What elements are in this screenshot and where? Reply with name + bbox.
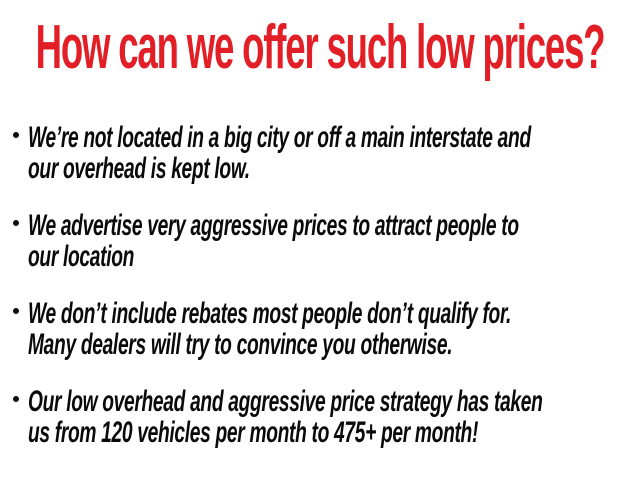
bullet-dot-icon (13, 396, 19, 402)
bullet-dot-icon (13, 132, 19, 138)
bullet-dot-icon (13, 308, 19, 314)
bullet-text: We’re not located in a big city or off a… (28, 121, 531, 185)
list-item: We don’t include rebates most people don… (0, 298, 640, 360)
list-item: We advertise very aggressive prices to a… (0, 210, 640, 272)
title-area: How can we offer such low prices? (0, 16, 640, 80)
bullet-text: We advertise very aggressive prices to a… (28, 209, 519, 273)
bullet-text: Our low overhead and aggressive price st… (28, 385, 543, 449)
bullet-text: We don’t include rebates most people don… (28, 297, 512, 361)
list-item: Our low overhead and aggressive price st… (0, 386, 640, 448)
page-title: How can we offer such low prices? (35, 13, 606, 82)
bullet-dot-icon (13, 220, 19, 226)
list-item: We’re not located in a big city or off a… (0, 122, 640, 184)
bullet-list: We’re not located in a big city or off a… (0, 122, 640, 448)
